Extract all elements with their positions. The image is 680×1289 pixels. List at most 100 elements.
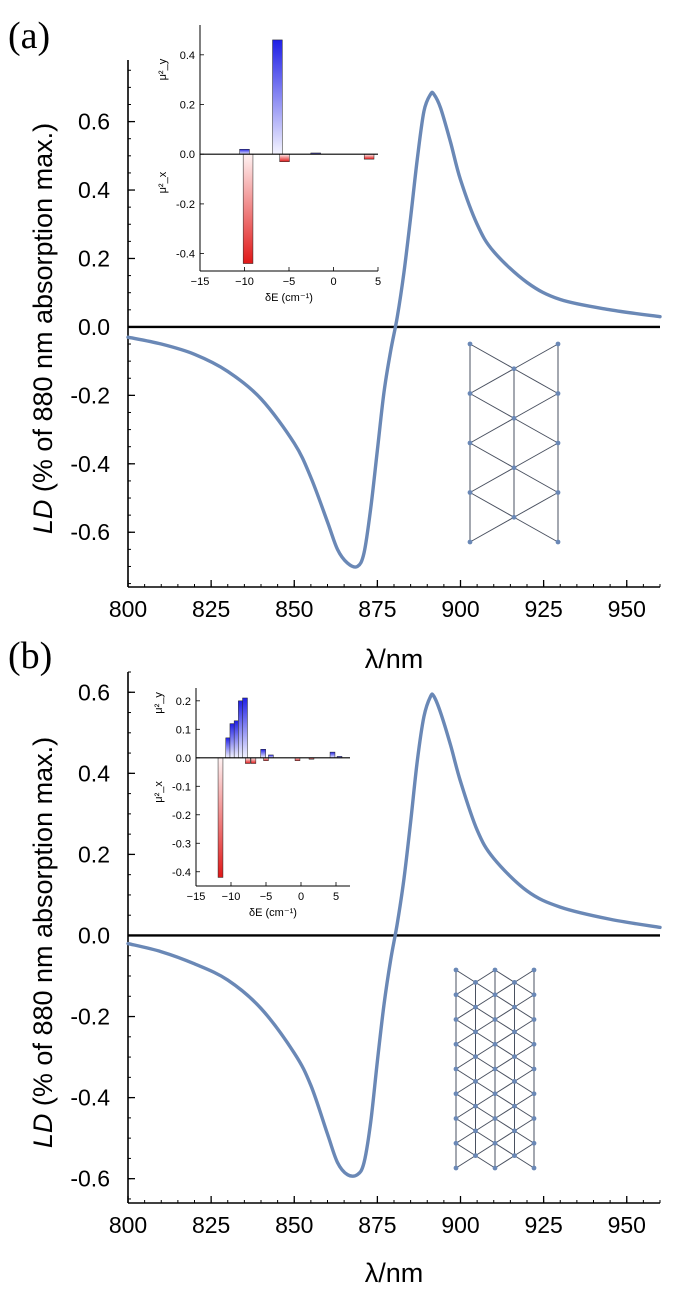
panel-label: (b) [8,635,52,677]
inset-bar-x [250,757,257,764]
lattice-bond [475,1056,496,1070]
lattice-site [555,391,561,396]
x-tick-label: 800 [109,1212,147,1238]
lattice-bond [513,442,559,469]
lattice-bond [514,981,535,996]
lattice-bond [514,1068,535,1082]
inset-x-axis-label: δE (cm⁻¹) [249,907,297,919]
lattice-bond [494,994,515,1008]
panel-b: (b) -0.6 -0.4 -0.2 0.0 0.2 0.4 0.6 800 825 850 875 9… [8,635,662,1288]
lattice-site [512,1128,517,1134]
inset-y-label-top: μ²_y [157,58,169,80]
lattice-bond [475,1080,496,1095]
lattice-bond [469,492,515,518]
lattice-site [531,1041,537,1047]
lattice-bond [514,1019,535,1033]
inset-bar-x [363,153,375,160]
lattice-site [555,490,561,495]
lattice-bond [469,343,515,370]
lattice-site [453,992,459,998]
lattice-bond [475,1093,496,1107]
lattice-site [467,539,473,545]
lattice-bond [455,1043,476,1058]
lattice-site [512,1153,517,1159]
y-axis-label: LD (% of 880 nm absorption max.) [28,123,58,534]
lattice-site [453,1140,459,1146]
lattice-bond [455,969,476,983]
panel-label: (a) [8,15,50,57]
y-tick-label: 0.4 [78,760,110,786]
inset-x-tick-label: 5 [375,276,381,288]
inset-bar-x [242,153,254,264]
y-tick-label: 0.4 [78,177,110,203]
lattice-bond [514,969,535,983]
lattice-bond [455,1142,476,1157]
lattice-bond [475,1155,496,1169]
lattice-site [531,1066,537,1072]
lattice-site [473,979,478,985]
x-tick-label: 950 [608,1212,646,1238]
lattice-bond [455,1006,476,1020]
lattice-bond [494,981,515,996]
y-tick-label: -0.2 [70,1004,110,1030]
lattice-bond [514,1118,535,1132]
inset-x-tick-label: 5 [333,891,339,903]
inset-bar-y [260,749,266,759]
inset-bar-x [245,757,251,764]
lattice-site [531,967,537,973]
y-tick-label: 0.0 [78,314,110,340]
ld-curve [126,90,662,569]
x-tick-label: 850 [275,596,313,622]
inset-y-label-bottom: μ²_x [153,781,165,803]
inset-y-tick-label: -0.2 [172,810,191,822]
lattice-bond [494,1118,515,1132]
lattice-site [531,1140,537,1146]
lattice-site [512,1029,517,1035]
inset-x-tick-label: 0 [330,276,336,288]
lattice-bond [513,516,559,543]
x-tick-label: 875 [358,596,396,622]
lattice-bond [475,994,496,1008]
lattice-bond [475,1031,496,1045]
lattice-bond [475,969,496,983]
lattice-bond [475,1068,496,1082]
lattice-bond [514,1105,535,1119]
lattice-bond [494,1093,515,1107]
x-tick-label: 900 [441,1212,479,1238]
lattice-bond [514,994,535,1008]
lattice-bond [514,1093,535,1107]
lattice-bond [494,1056,515,1070]
lattice-bond [469,467,515,493]
lattice-bond [494,1068,515,1082]
y-tick-label: -0.2 [70,382,110,408]
lattice-bond [514,1006,535,1020]
y-axis-label-italic: LD [28,500,58,535]
lattice-bond [475,1118,496,1132]
y-tick-label: 0.0 [78,922,110,948]
y-tick-label: 0.6 [78,679,110,705]
x-tick-label: 950 [608,596,646,622]
lattice-site [555,539,561,545]
lattice-site [511,366,517,372]
lattice-bond [513,343,559,370]
inset-y-tick-label: -0.4 [172,867,191,879]
lattice-site [473,1078,478,1084]
lattice-bond [475,1105,496,1119]
inset-bar-y [272,39,283,155]
lattice-site [492,1116,498,1121]
lattice-bond [513,393,559,419]
x-tick-label: 825 [192,1212,230,1238]
inset-y-tick-label: 0.2 [176,696,191,708]
lattice-site [531,992,537,998]
lattice-site [453,967,459,973]
lattice-bond [455,1130,476,1144]
x-tick-label: 925 [524,596,562,622]
lattice-bond [513,492,559,518]
y-axis-label-rest: (% of 880 nm absorption max.) [28,123,58,500]
x-tick-label: 875 [358,1212,396,1238]
inset-y-tick-label: 0.1 [176,724,191,736]
lattice-site [492,1165,498,1171]
y-tick-label: -0.6 [70,519,110,545]
lattice-site [511,415,517,421]
lattice-site [531,1017,537,1022]
